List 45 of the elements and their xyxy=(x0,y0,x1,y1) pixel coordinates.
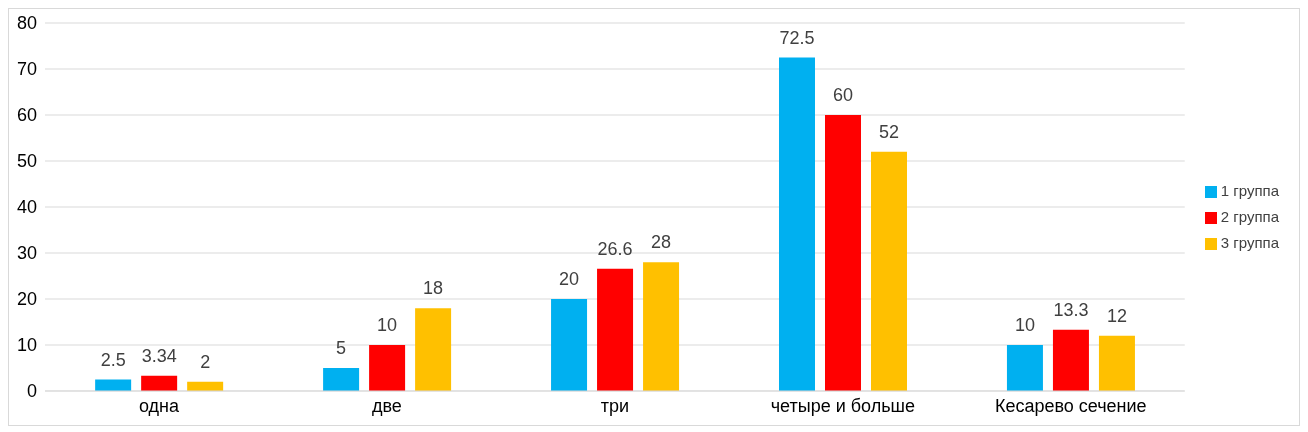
data-label: 10 xyxy=(1014,315,1035,335)
data-label: 10 xyxy=(377,315,398,335)
x-tick-label: четыре и больше xyxy=(770,395,915,416)
data-label: 12 xyxy=(1106,305,1127,326)
y-tick-label: 0 xyxy=(26,381,37,402)
x-tick-label: две xyxy=(371,395,402,416)
bar xyxy=(1098,335,1135,391)
y-tick-label: 10 xyxy=(16,335,37,356)
legend-label: 1 группа xyxy=(1220,182,1279,199)
y-tick-label: 80 xyxy=(16,13,37,34)
bar xyxy=(1052,329,1089,391)
bar xyxy=(415,308,452,391)
bar xyxy=(871,151,907,391)
data-label: 28 xyxy=(651,232,672,253)
legend-label: 3 группа xyxy=(1220,234,1279,251)
bar xyxy=(1006,345,1043,391)
data-label: 18 xyxy=(423,278,444,299)
y-tick-label: 20 xyxy=(16,289,37,310)
bar xyxy=(825,115,861,391)
y-tick-label: 70 xyxy=(16,59,37,80)
data-label: 5 xyxy=(336,338,347,358)
bar xyxy=(643,262,680,391)
x-tick-label: Кесарево сечение xyxy=(994,395,1147,416)
y-tick-label: 50 xyxy=(16,151,37,172)
y-tick-label: 60 xyxy=(16,105,37,126)
data-label: 72.5 xyxy=(779,27,815,48)
data-label: 52 xyxy=(878,121,900,142)
data-label: 20 xyxy=(559,269,580,289)
bar xyxy=(597,268,634,391)
data-label: 2.5 xyxy=(100,349,126,370)
data-label: 3.34 xyxy=(141,345,177,366)
x-tick-label: три xyxy=(600,395,630,416)
legend-label: 2 группа xyxy=(1220,208,1279,225)
bar xyxy=(141,375,178,391)
bar xyxy=(323,368,360,391)
data-label: 2 xyxy=(200,351,211,372)
y-tick-label: 30 xyxy=(16,243,37,264)
data-label: 13.3 xyxy=(1053,299,1089,320)
data-label: 60 xyxy=(832,85,854,105)
x-tick-label: одна xyxy=(138,395,180,416)
bar xyxy=(779,57,815,391)
bar xyxy=(551,299,588,391)
bar xyxy=(369,345,406,391)
y-tick-label: 40 xyxy=(16,197,37,218)
data-label: 26.6 xyxy=(597,238,633,259)
